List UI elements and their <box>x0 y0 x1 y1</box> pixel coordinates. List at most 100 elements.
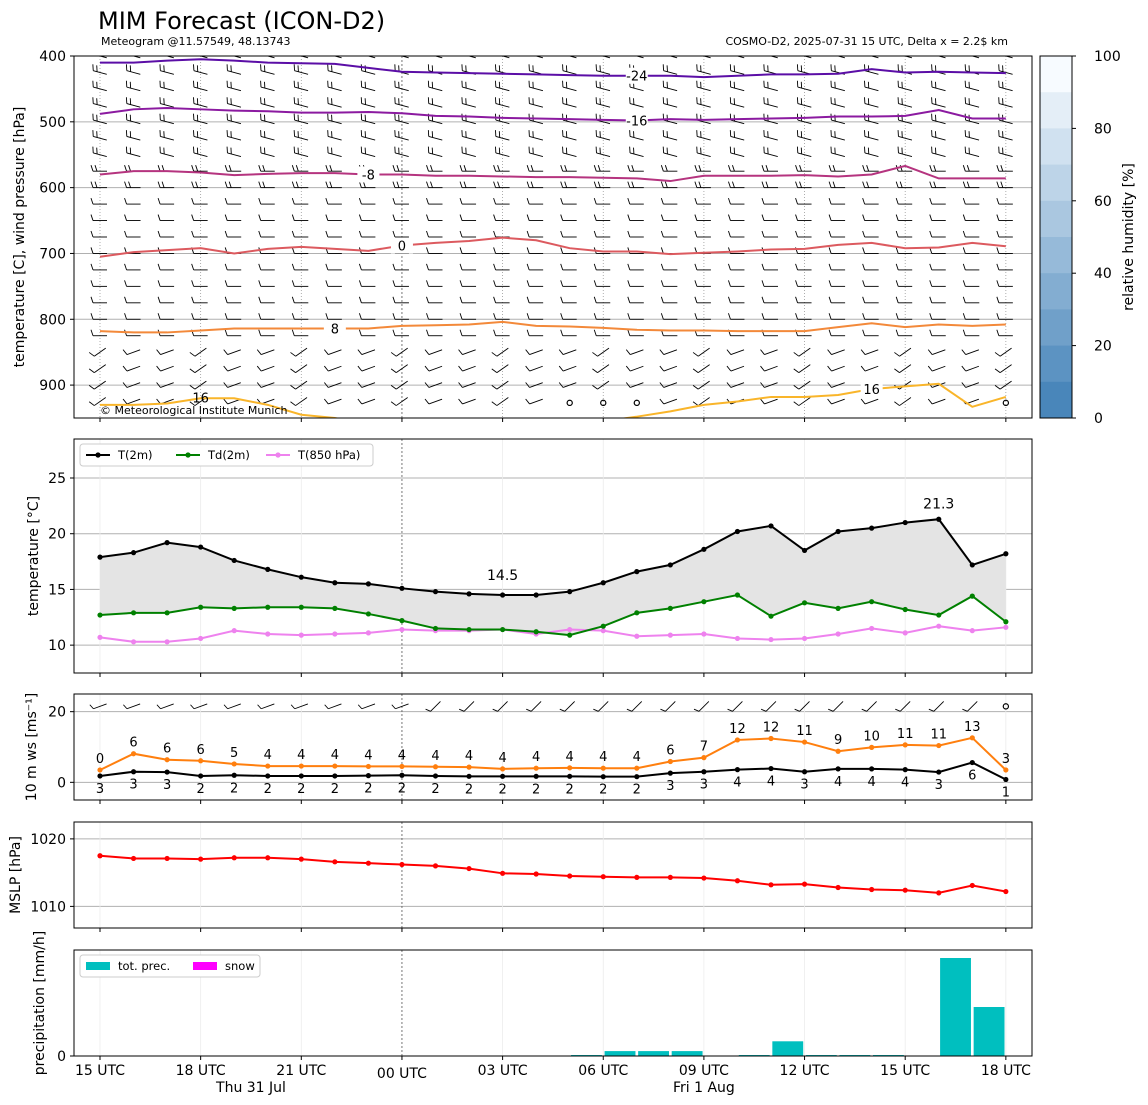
barb-flag <box>228 165 232 172</box>
barb-shaft <box>462 349 476 355</box>
barb-flag <box>159 64 161 71</box>
y-tick-label: 1020 <box>30 832 66 848</box>
barb-flag <box>729 48 732 54</box>
barb-flag <box>325 230 329 238</box>
wind-barb <box>157 230 175 238</box>
wind-barb <box>360 97 376 108</box>
series-point <box>936 742 942 749</box>
wind-barb <box>895 230 913 238</box>
barb-flag <box>493 230 497 238</box>
barb-flag <box>827 349 832 355</box>
barb-shaft <box>227 119 242 125</box>
wind-barb <box>159 97 174 108</box>
barb-shaft <box>294 103 309 108</box>
barb-shaft <box>965 349 980 355</box>
barb-shaft <box>227 70 242 75</box>
wind-barb <box>90 296 107 304</box>
barb-shaft <box>965 119 980 125</box>
barb-flag <box>96 81 98 89</box>
barb-flag <box>90 263 94 271</box>
barb-shaft <box>126 365 141 372</box>
series-point <box>533 629 539 635</box>
speed-label: 3 <box>163 778 171 793</box>
isotherm-line <box>99 106 1006 122</box>
series-point <box>634 610 640 616</box>
barb-flag <box>224 230 228 238</box>
series-point <box>701 546 707 552</box>
barb-flag <box>427 48 430 54</box>
wind-barb <box>625 365 644 372</box>
wind-barb <box>157 296 175 304</box>
barb-flag <box>931 113 933 121</box>
barb-flag <box>962 296 966 303</box>
barb-flag <box>459 280 463 287</box>
wind-barb <box>795 181 812 189</box>
barb-flag <box>532 131 534 138</box>
wind-barb <box>692 347 710 357</box>
wind-barb <box>256 349 275 355</box>
wind-barb <box>358 329 376 337</box>
calm-wind-marker <box>566 399 573 407</box>
barb-shaft <box>831 382 845 388</box>
wind-barb <box>291 280 309 287</box>
barb-flag <box>530 165 534 172</box>
mslp-point <box>801 881 808 887</box>
series-point <box>1003 767 1009 773</box>
wind-barb <box>90 197 107 205</box>
barb-shaft <box>899 364 912 374</box>
isotherm-label-bg <box>860 381 883 398</box>
gust-label: 9 <box>834 733 842 748</box>
barb-shaft <box>430 701 441 712</box>
barb-flag <box>729 64 732 71</box>
barb-flag <box>459 247 463 254</box>
wind-barb <box>994 380 1012 390</box>
wind-barb <box>965 56 980 59</box>
wind-barb <box>895 313 913 320</box>
barb-flag <box>498 81 501 89</box>
wind-barb <box>459 263 477 271</box>
barb-shaft <box>126 136 141 141</box>
barb-flag <box>726 365 732 372</box>
barb-flag <box>195 165 199 172</box>
wind-barb <box>224 296 242 304</box>
barb-flag <box>996 197 1000 205</box>
barb-flag <box>894 352 900 357</box>
barb-shaft <box>730 152 745 157</box>
wind-barb <box>493 197 510 205</box>
barb-flag <box>427 64 430 71</box>
barb-flag <box>297 147 299 154</box>
series-point <box>969 593 975 599</box>
barb-flag <box>666 65 668 72</box>
location-subtitle: Meteogram @11.57549, 48.13743 <box>101 35 291 48</box>
wind-barb <box>962 197 980 205</box>
gust-label: 6 <box>666 743 674 758</box>
barb-flag <box>459 165 463 172</box>
barb-flag <box>191 280 195 287</box>
wind-barb <box>392 181 409 189</box>
wind-barb <box>424 365 443 372</box>
barb-flag <box>767 65 769 72</box>
wind-barb <box>495 130 510 141</box>
barb-flag <box>968 65 970 72</box>
barb-flag <box>895 280 899 287</box>
wind-barb <box>927 349 946 355</box>
barb-flag <box>827 382 832 388</box>
wind-barb <box>996 230 1013 238</box>
mslp-point <box>466 865 472 872</box>
barb-shaft <box>361 103 376 108</box>
barb-flag <box>493 296 497 303</box>
barb-flag <box>497 181 501 188</box>
wind-barb <box>191 197 208 205</box>
series-point <box>365 763 371 770</box>
series-point <box>734 635 741 642</box>
barb-shaft <box>864 398 879 405</box>
barb-flag <box>867 98 870 105</box>
barb-flag <box>901 81 903 89</box>
wind-barb <box>795 230 812 238</box>
series-point <box>365 630 371 636</box>
wind-barb <box>394 146 409 157</box>
barb-flag <box>360 80 363 88</box>
barb-shaft <box>428 382 443 388</box>
wind-barb <box>525 365 543 372</box>
series-point <box>567 626 573 633</box>
